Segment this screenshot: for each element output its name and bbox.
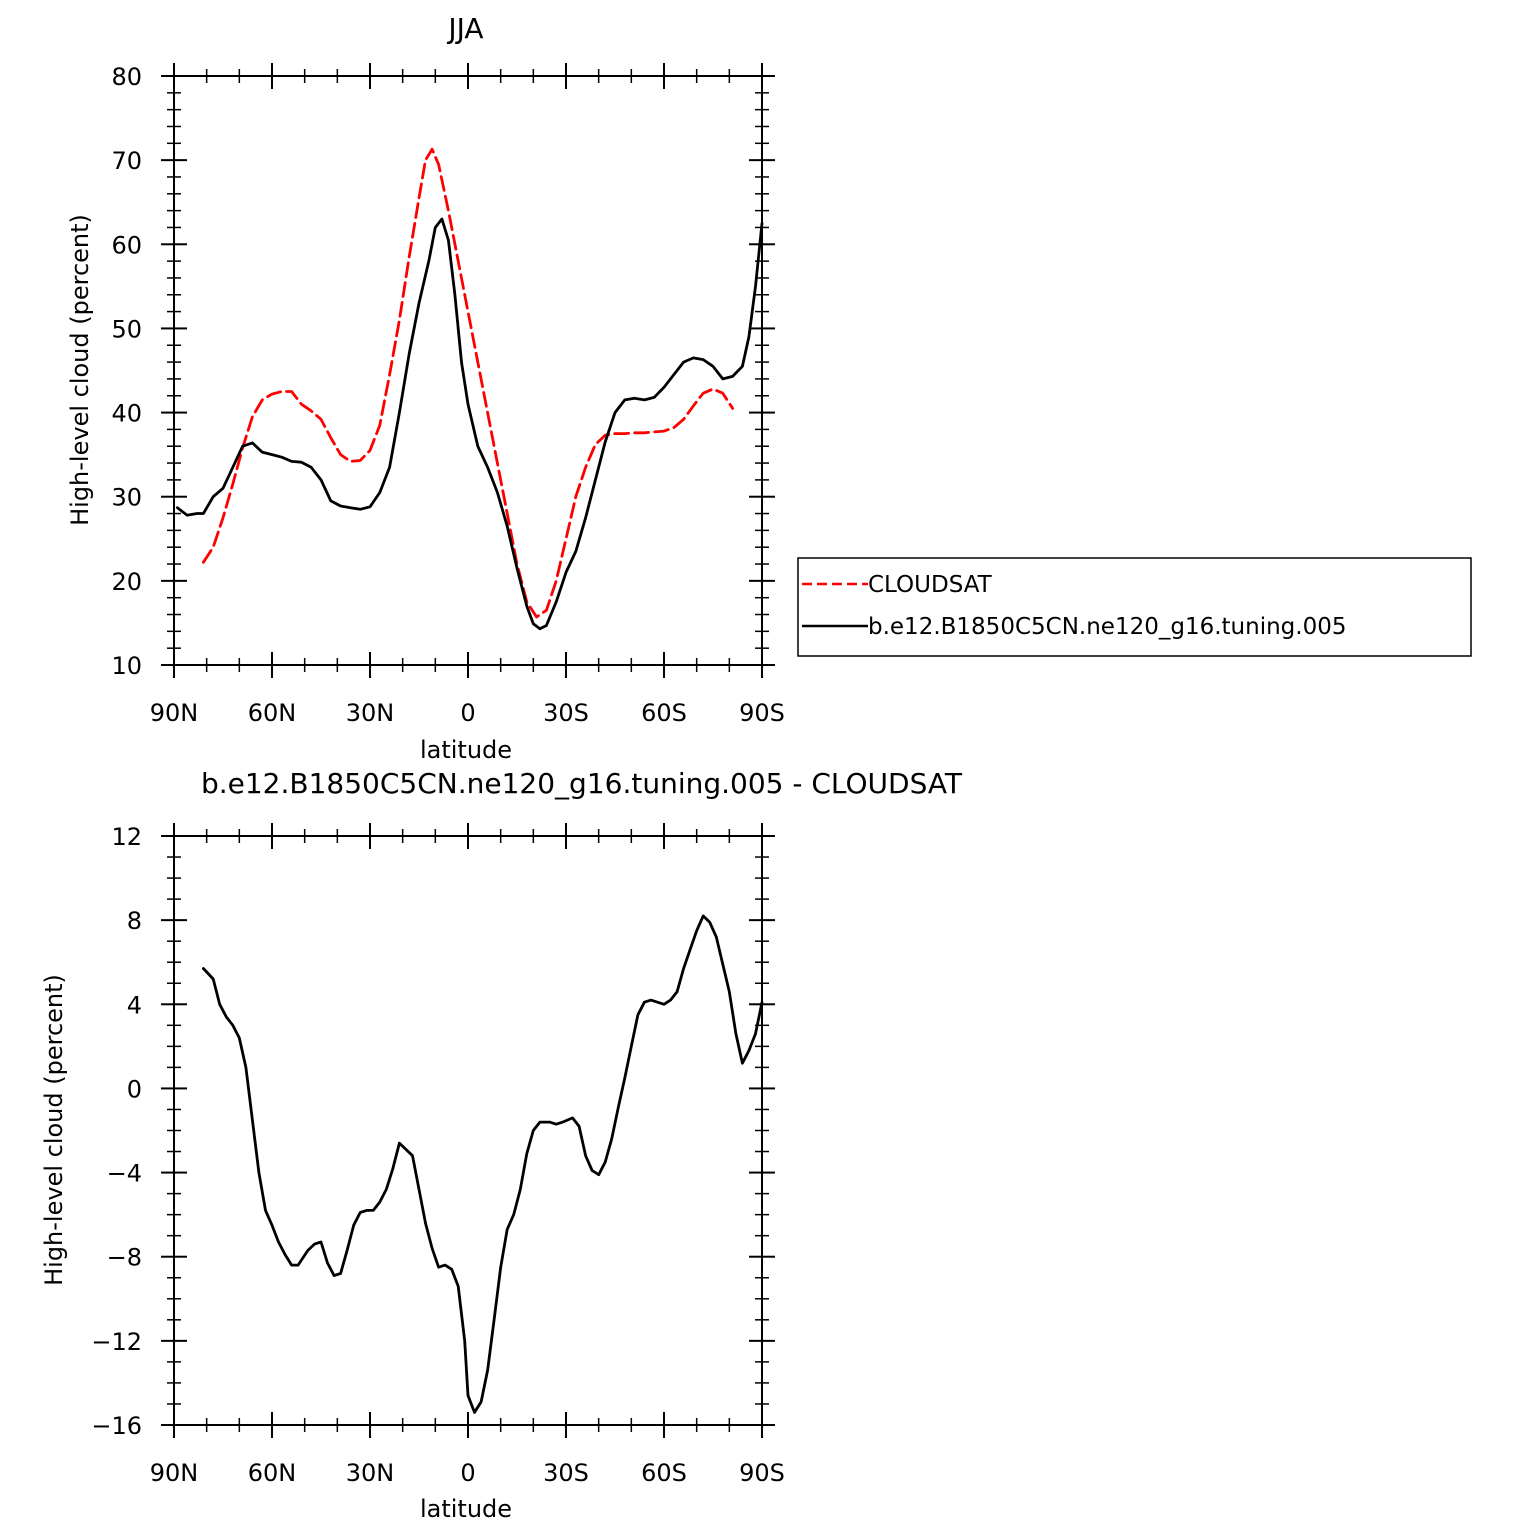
top-y-tick-label: 30	[111, 484, 142, 512]
top-panel: JJA 90N 60N 30N 0 30S 60S 90S1020304050607080 …	[66, 12, 785, 764]
bottom-axis-ticks: 90N 60N 30N 0 30S 60S 90S −16 −12 −8 −4 0 4 8 12	[91, 823, 785, 1487]
top-y-tick-label: 20	[111, 568, 142, 596]
top-y-tick-label: 80	[111, 63, 142, 91]
legend-label-model: b.e12.B1850C5CN.ne120_g16.tuning.005	[868, 614, 1346, 640]
top-series-line-1	[175, 217, 764, 631]
legend: CLOUDSAT b.e12.B1850C5CN.ne120_g16.tunin…	[797, 557, 1472, 657]
top-x-axis-label: latitude	[420, 736, 512, 764]
bottom-y-tick-label: −16	[91, 1412, 142, 1440]
bottom-series-group	[202, 914, 764, 1414]
top-y-tick-label: 60	[111, 231, 142, 259]
top-x-tick-label: 60S	[641, 699, 687, 727]
top-plot-frame	[173, 75, 763, 666]
bottom-y-tick-label: 8	[127, 907, 142, 935]
bottom-y-tick-label: −4	[107, 1160, 142, 1188]
bottom-y-tick-label: −8	[107, 1244, 142, 1272]
bottom-x-axis-label: latitude	[420, 1495, 512, 1523]
bottom-x-tick-label: 60S	[641, 1459, 687, 1487]
bottom-y-tick-label: 12	[111, 823, 142, 851]
bottom-y-axis-label: High-level cloud (percent)	[40, 974, 68, 1286]
bottom-plot-frame	[173, 835, 763, 1426]
bottom-y-tick-label: 4	[127, 991, 142, 1019]
top-y-tick-label: 50	[111, 315, 142, 343]
top-axis-ticks: 90N 60N 30N 0 30S 60S 90S 10 20 30 40 50 60 70 80	[111, 63, 785, 727]
bottom-x-tick-label: 60N	[248, 1459, 297, 1487]
top-x-tick-label: 90S	[739, 699, 785, 727]
bottom-x-tick-label: 30N	[346, 1459, 395, 1487]
top-series-group	[175, 147, 764, 631]
bottom-y-tick-label: 0	[127, 1075, 142, 1103]
top-y-tick-label: 10	[111, 652, 142, 680]
top-x-tick-label: 0	[460, 699, 475, 727]
top-chart-title: JJA	[446, 12, 483, 45]
bottom-y-tick-label: −12	[91, 1328, 142, 1356]
top-y-tick-label: 40	[111, 400, 142, 428]
top-x-tick-label: 30N	[346, 699, 395, 727]
top-y-axis-label: High-level cloud (percent)	[66, 214, 94, 526]
legend-label-cloudsat: CLOUDSAT	[868, 572, 993, 598]
bottom-x-tick-label: 90S	[739, 1459, 785, 1487]
bottom-panel: b.e12.B1850C5CN.ne120_g16.tuning.005 - C…	[40, 767, 963, 1523]
top-x-tick-label: 90N	[150, 699, 199, 727]
top-series-line-0	[202, 147, 734, 619]
bottom-x-tick-label: 90N	[150, 1459, 199, 1487]
bottom-chart-title: b.e12.B1850C5CN.ne120_g16.tuning.005 - C…	[201, 767, 963, 800]
bottom-series-line-0	[202, 914, 764, 1414]
top-x-tick-label: 30S	[543, 699, 589, 727]
legend-box	[797, 557, 1472, 657]
bottom-x-tick-label: 30S	[543, 1459, 589, 1487]
top-y-tick-label: 70	[111, 147, 142, 175]
top-x-tick-label: 60N	[248, 699, 297, 727]
bottom-x-tick-label: 0	[460, 1459, 475, 1487]
